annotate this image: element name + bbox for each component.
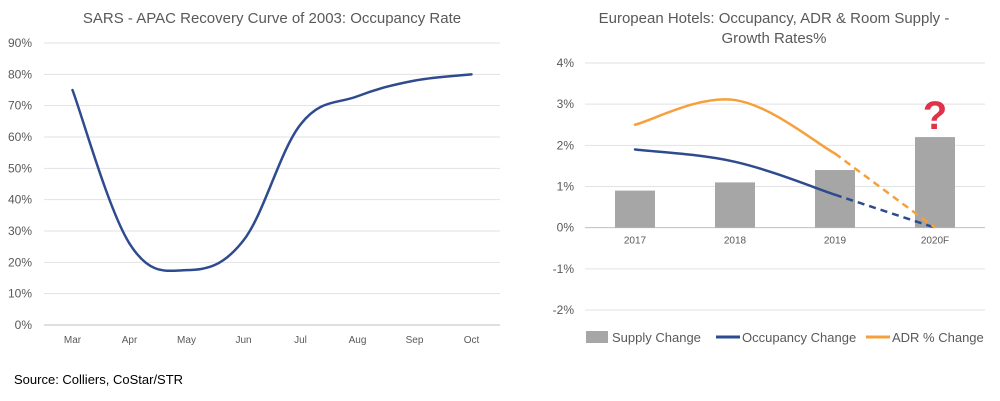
legend-swatch xyxy=(586,331,608,343)
occupancy-recovery-chart: SARS - APAC Recovery Curve of 2003: Occu… xyxy=(8,10,500,346)
legend-label: ADR % Change xyxy=(892,330,984,345)
adr-change-line xyxy=(633,98,837,155)
y-tick-label: 3% xyxy=(557,97,575,111)
chart2-legend: Supply Change Occupancy Change ADR % Chang… xyxy=(586,330,984,345)
legend-item: Occupancy Change xyxy=(716,330,856,345)
y-tick-label: 60% xyxy=(8,130,32,144)
legend-item: Supply Change xyxy=(586,330,701,345)
y-tick-label: 50% xyxy=(8,161,32,175)
x-tick-label: Sep xyxy=(406,335,424,346)
x-tick-label: May xyxy=(177,335,196,346)
occupancy-line xyxy=(71,73,473,273)
x-tick-label: Mar xyxy=(64,335,82,346)
y-tick-label: 1% xyxy=(557,180,575,194)
y-tick-label: 20% xyxy=(8,255,32,269)
y-tick-label: 0% xyxy=(15,318,33,332)
occupancy-change-line xyxy=(633,148,837,196)
chart2-title-line-1: European Hotels: Occupancy, ADR & Room S… xyxy=(599,10,950,27)
adr-change-forecast-line xyxy=(834,152,936,229)
y-tick-label: 70% xyxy=(8,99,32,113)
y-tick-label: 10% xyxy=(8,287,32,301)
y-tick-label: 30% xyxy=(8,224,32,238)
x-tick-label: Apr xyxy=(122,335,138,346)
x-tick-label: Oct xyxy=(464,335,480,346)
european-hotels-chart: European Hotels: Occupancy, ADR & Room S… xyxy=(553,10,985,345)
legend-label: Occupancy Change xyxy=(742,330,856,345)
x-tick-label: 2017 xyxy=(624,236,647,247)
y-tick-label: 4% xyxy=(557,56,575,70)
y-tick-label: 80% xyxy=(8,67,32,81)
x-tick-label: 2018 xyxy=(724,236,747,247)
occupancy-change-forecast-line xyxy=(834,193,936,229)
legend-label: Supply Change xyxy=(612,330,701,345)
supply-change-bar xyxy=(615,190,655,228)
supply-change-bar xyxy=(715,182,755,228)
x-tick-label: Jun xyxy=(235,335,251,346)
y-tick-label: 2% xyxy=(557,138,575,152)
question-mark-annotation: ? xyxy=(923,94,947,138)
y-tick-label: 0% xyxy=(557,221,575,235)
legend-item: ADR % Change xyxy=(866,330,984,345)
y-tick-label: -1% xyxy=(553,262,575,276)
x-tick-label: 2020F xyxy=(921,236,949,247)
y-tick-label: 40% xyxy=(8,193,32,207)
chart1-title: SARS - APAC Recovery Curve of 2003: Occu… xyxy=(83,10,461,27)
chart2-title-line-2: Growth Rates% xyxy=(721,30,826,47)
supply-change-bar xyxy=(915,137,955,228)
x-tick-label: 2019 xyxy=(824,236,847,247)
x-tick-label: Jul xyxy=(294,335,307,346)
y-tick-label: -2% xyxy=(553,303,575,317)
y-tick-label: 90% xyxy=(8,36,32,50)
x-tick-label: Aug xyxy=(349,335,367,346)
source-note: Source: Colliers, CoStar/STR xyxy=(14,372,184,387)
